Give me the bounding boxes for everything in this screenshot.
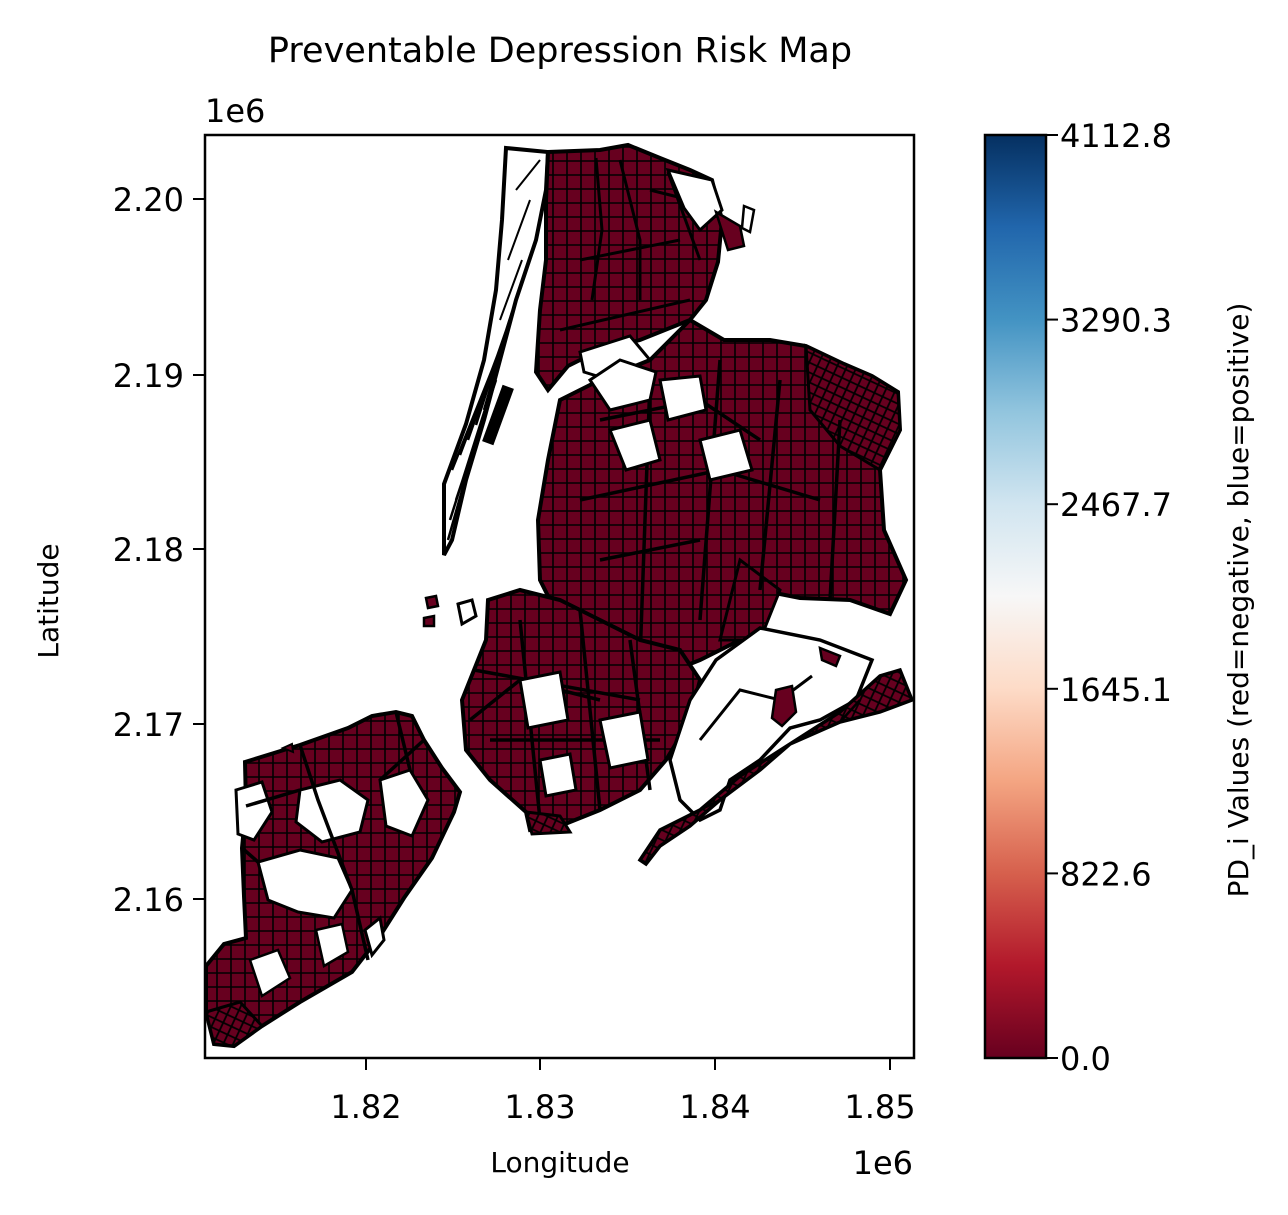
x-offset-label: 1e6 — [853, 1144, 913, 1182]
x-tick-label: 1.82 — [330, 1088, 401, 1126]
chart-title: Preventable Depression Risk Map — [268, 31, 852, 71]
small-islands — [422, 594, 478, 628]
colorbar-tick-label: 2467.7 — [1060, 486, 1172, 524]
colorbar-ticks: 0.0 822.6 1645.1 2467.7 3290.3 4112.8 — [1046, 117, 1172, 1078]
brooklyn-region — [459, 587, 703, 836]
colorbar-label: PD_i Values (red=negative, blue=positive… — [1222, 303, 1255, 898]
colorbar-tick-label: 3290.3 — [1060, 302, 1172, 340]
y-offset-label: 1e6 — [205, 92, 265, 130]
colorbar-tick-label: 1645.1 — [1060, 671, 1172, 709]
y-tick-label: 2.16 — [113, 881, 184, 919]
x-axis-label: Longitude — [490, 1146, 629, 1179]
manhattan-region — [442, 145, 551, 556]
y-tick-label: 2.20 — [113, 181, 184, 219]
x-tick-label: 1.83 — [504, 1088, 575, 1126]
y-axis-label: Latitude — [32, 543, 65, 658]
colorbar-tick-label: 822.6 — [1060, 855, 1152, 893]
y-tick-label: 2.18 — [113, 531, 184, 569]
colorbar-tick-label: 4112.8 — [1060, 117, 1172, 155]
x-tick-label: 1.85 — [844, 1088, 915, 1126]
staten-island-region — [205, 709, 463, 1049]
rockaway-region — [637, 667, 914, 867]
queens-region — [535, 317, 909, 693]
colorbar-tick-label: 0.0 — [1060, 1040, 1111, 1078]
colorbar-gradient — [983, 133, 1048, 1060]
bronx-region — [533, 142, 756, 394]
y-axis: 2.20 2.19 2.18 2.17 2.16 Latitude — [32, 181, 205, 919]
x-tick-label: 1.84 — [679, 1088, 750, 1126]
map-area — [205, 142, 914, 1049]
y-tick-label: 2.17 — [113, 706, 184, 744]
x-axis: 1.82 1.83 1.84 1.85 1e6 Longitude — [330, 1058, 916, 1182]
y-tick-label: 2.19 — [113, 357, 184, 395]
jamaica-bay — [668, 626, 875, 823]
colorbar: 0.0 822.6 1645.1 2467.7 3290.3 4112.8 PD_i Va… — [983, 117, 1255, 1078]
axes-frame — [203, 133, 916, 1060]
